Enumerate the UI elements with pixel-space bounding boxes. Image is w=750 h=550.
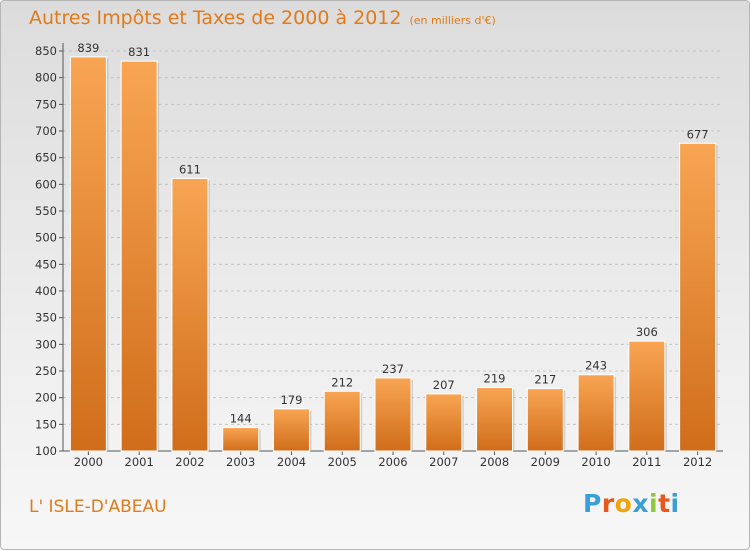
value-label: 207 — [433, 378, 455, 392]
y-tick-label: 400 — [35, 284, 57, 298]
logo-letter: P — [583, 489, 602, 518]
bar-2008 — [476, 387, 514, 452]
x-tick-label: 2005 — [328, 455, 357, 469]
bar-2011 — [628, 340, 666, 452]
value-label: 243 — [585, 359, 607, 373]
x-tick-label: 2002 — [175, 455, 204, 469]
value-label: 237 — [382, 362, 404, 376]
x-tick-label: 2006 — [378, 455, 407, 469]
bar-2001 — [120, 60, 158, 452]
chart-title-text: Autres Impôts et Taxes de 2000 à 2012 — [29, 7, 402, 29]
x-tick-label: 2003 — [226, 455, 255, 469]
x-tick-label: 2012 — [683, 455, 712, 469]
y-tick-label: 250 — [35, 364, 57, 378]
logo-letter: t — [658, 489, 671, 518]
bar-2009 — [526, 388, 564, 452]
value-label: 144 — [230, 412, 252, 426]
y-tick-label: 200 — [35, 391, 57, 405]
x-tick-label: 2000 — [74, 455, 103, 469]
bar-2010 — [577, 374, 615, 452]
x-tick-label: 2009 — [531, 455, 560, 469]
bar-2004 — [272, 408, 310, 452]
bars — [69, 56, 718, 452]
logo-letter: r — [601, 489, 615, 518]
y-tick-label: 650 — [35, 151, 57, 165]
bar-2000 — [69, 56, 107, 452]
y-tick-label: 300 — [35, 337, 57, 351]
logo-letter: i — [649, 489, 659, 518]
y-tick-label: 500 — [35, 231, 57, 245]
bar-2006 — [374, 377, 412, 452]
proxiti-logo: Proxiti — [583, 489, 680, 518]
value-label: 306 — [636, 325, 658, 339]
y-tick-label: 150 — [35, 417, 57, 431]
x-tick-label: 2007 — [429, 455, 458, 469]
commune-name: L' ISLE-D'ABEAU — [29, 497, 167, 517]
y-tick-label: 800 — [35, 71, 57, 85]
labels: 100 150 200 250 300 350 400 450 500 550 600 650 700 7… — [35, 41, 712, 469]
chart-subtitle: (en milliers d'€) — [409, 14, 496, 27]
value-label: 212 — [331, 375, 353, 389]
y-tick-label: 600 — [35, 177, 57, 191]
bar-2002 — [171, 177, 209, 452]
y-tick-label: 750 — [35, 97, 57, 111]
bar-2003 — [222, 427, 260, 452]
y-tick-label: 850 — [35, 44, 57, 58]
x-tick-label: 2010 — [581, 455, 610, 469]
x-tick-label: 2011 — [632, 455, 661, 469]
x-tick-label: 2008 — [480, 455, 509, 469]
value-label: 831 — [128, 45, 150, 59]
value-label: 217 — [534, 373, 556, 387]
value-label: 839 — [77, 41, 99, 55]
chart-title: Autres Impôts et Taxes de 2000 à 2012 (en… — [29, 7, 496, 29]
value-label: 677 — [687, 127, 709, 141]
bar-2007 — [425, 393, 463, 452]
logo-letter: x — [632, 489, 649, 518]
value-label: 611 — [179, 162, 201, 176]
y-tick-label: 700 — [35, 124, 57, 138]
value-label: 179 — [280, 393, 302, 407]
y-tick-label: 350 — [35, 311, 57, 325]
bar-2012 — [679, 142, 717, 452]
y-tick-label: 550 — [35, 204, 57, 218]
bar-2005 — [323, 390, 361, 452]
x-tick-label: 2001 — [125, 455, 154, 469]
y-tick-label: 450 — [35, 257, 57, 271]
logo-letter: o — [614, 489, 633, 518]
y-tick-label: 100 — [35, 444, 57, 458]
value-label: 219 — [484, 372, 506, 386]
x-tick-label: 2004 — [277, 455, 306, 469]
logo-letter: i — [670, 489, 680, 518]
